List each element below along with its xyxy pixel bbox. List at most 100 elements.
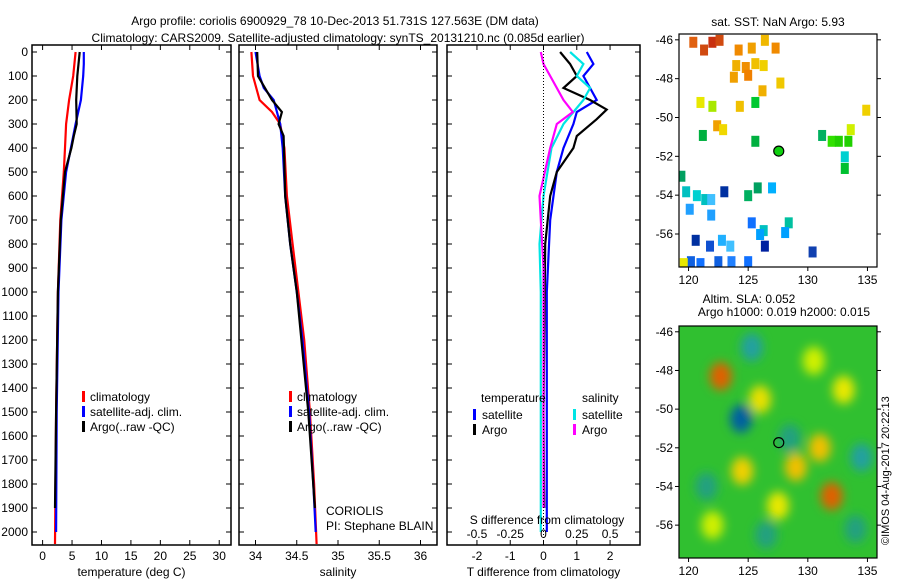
sst-cell (706, 240, 715, 252)
x-tick-label: 34.5 (285, 549, 309, 563)
y-tick-label: -48 (656, 363, 674, 377)
x-tick-label: 34 (249, 549, 263, 563)
map-body (679, 326, 877, 558)
sst-cell (751, 135, 760, 147)
y-tick-label: -50 (656, 110, 674, 124)
y-tick-label: -54 (656, 479, 674, 493)
sst-cell (696, 258, 705, 267)
plot-frame (31, 44, 232, 546)
pi-agency: CORIOLIS (326, 504, 383, 518)
sla-blob (731, 457, 754, 485)
pi-name: PI: Stephane BLAIN (326, 519, 433, 533)
profile-panel-3: -2 -1 0 1 2 T difference from climatology temp… (446, 44, 641, 579)
sst-cell (720, 186, 729, 198)
legend-swatch (82, 421, 85, 432)
sla-blob (832, 375, 855, 404)
y-tick-label: -46 (656, 325, 674, 339)
y-tick-label: 1900 (1, 501, 28, 515)
sst-cell (758, 85, 767, 97)
y-tick-label: 800 (8, 237, 28, 251)
sst-cell (834, 135, 843, 147)
title-line-1: Argo profile: coriolis 6900929_78 10-Dec… (131, 14, 539, 28)
x-tick-label: 130 (798, 564, 818, 578)
legend-label: Argo(..raw -QC) (90, 420, 175, 434)
s-tick-label: -0.25 (497, 527, 525, 541)
sst-cell (719, 124, 728, 136)
y-tick-label: -46 (656, 33, 674, 47)
sst-cell (734, 44, 743, 56)
x-tick-label: 135 (857, 273, 877, 287)
map-title: Altim. SLA: 0.052 (703, 292, 796, 306)
series-line-argo-raw-qc- (256, 51, 316, 509)
sst-cell (692, 190, 701, 202)
sla-blob (709, 362, 732, 391)
sst-cell (682, 186, 691, 198)
y-tick-label: -48 (656, 72, 674, 86)
sla-blob (730, 404, 753, 433)
sst-cell (744, 190, 753, 202)
x-tick-label: 10 (95, 549, 109, 563)
sla-blob (844, 515, 867, 543)
legend-swatch (82, 391, 85, 402)
legend-swatch (573, 409, 576, 420)
series-line-argo-raw-qc- (53, 51, 81, 509)
x-axis-label: salinity (320, 565, 357, 579)
y-tick-label: 1600 (1, 429, 28, 443)
sst-cell (776, 77, 785, 89)
profile-panel-2: 34 34.5 35 35.5 36 salinity climatologysatelli… (238, 44, 438, 579)
x-tick-label: 25 (183, 549, 197, 563)
x-tick-label: 36 (414, 549, 428, 563)
y-tick-label: 400 (8, 141, 28, 155)
x-tick-label: 120 (679, 273, 699, 287)
x-tick-label: -2 (472, 549, 483, 563)
legend-label: satellite (582, 408, 623, 422)
y-tick-label: 100 (8, 69, 28, 83)
sla-blob (740, 333, 763, 362)
sla-blob (749, 385, 772, 414)
series-line-satellite-adj-clim- (55, 52, 85, 533)
y-tick-label: -56 (656, 518, 674, 532)
legend-label: Argo (582, 423, 608, 437)
y-tick-label: 1300 (1, 357, 28, 371)
sst-cell (751, 58, 760, 70)
sst-cell (727, 256, 736, 267)
sst-cell (818, 129, 827, 141)
legend-label: satellite (482, 408, 523, 422)
y-tick-label: 1500 (1, 405, 28, 419)
x-tick-label: 20 (154, 549, 168, 563)
s-tick-label: -0.5 (467, 527, 488, 541)
legend-header-salinity: salinity (582, 391, 619, 405)
legend-swatch (473, 409, 476, 420)
profile-panel-1: 0 5 10 15 20 25 30 temperature (deg C) 0 100 200 30… (1, 44, 232, 579)
sst-cell (840, 162, 849, 174)
sst-cell (781, 227, 790, 239)
sla-blob (820, 482, 843, 511)
y-tick-label: 2000 (1, 525, 28, 539)
map-frame (678, 325, 878, 559)
y-tick-label: 900 (8, 261, 28, 275)
sst-cell (808, 246, 817, 258)
sst-cell (708, 100, 717, 112)
x-tick-label: 125 (738, 564, 758, 578)
x-axis-label: temperature (deg C) (77, 565, 185, 579)
s-tick-label: 0.5 (602, 527, 619, 541)
sst-cell (768, 182, 777, 194)
legend-swatch (573, 424, 576, 435)
sst-cell (840, 151, 849, 163)
y-tick-label: 1100 (2, 309, 28, 323)
sla-blob (701, 511, 724, 540)
s-axis-label: S difference from climatology (470, 513, 625, 527)
map-panel-1: 120 125 130 135 -46 -48 -50 -52 -54 -56 sat. SST: … (656, 15, 881, 287)
legend-swatch (82, 406, 85, 417)
y-tick-label: 0 (21, 45, 28, 59)
sst-cell (679, 258, 688, 267)
sst-cell (708, 36, 717, 48)
sst-cell (760, 34, 769, 46)
series-line-t-argo (542, 51, 609, 509)
y-tick-label: -56 (656, 227, 674, 241)
map-frame (678, 33, 878, 268)
x-tick-label: 35.5 (368, 549, 392, 563)
legend-swatch (289, 391, 292, 402)
